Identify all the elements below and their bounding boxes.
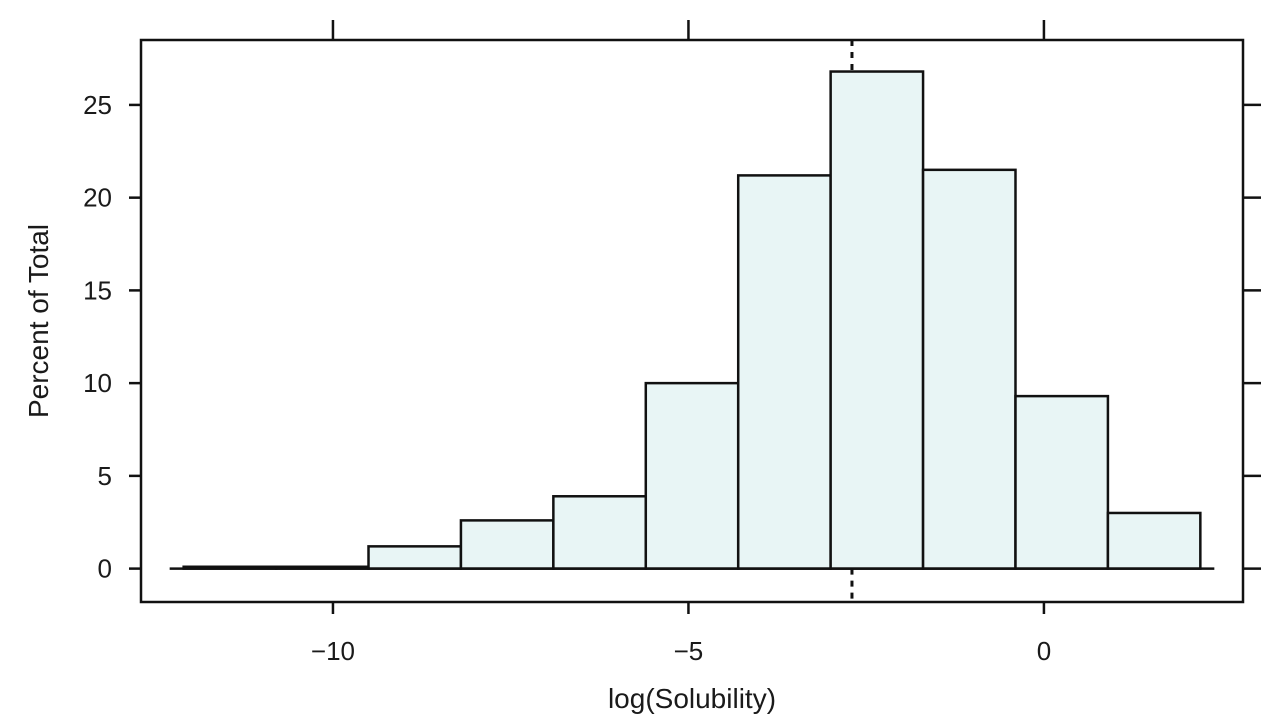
histogram-bar xyxy=(644,381,740,570)
y-tick-label: 0 xyxy=(98,554,112,584)
y-axis-label: Percent of Total xyxy=(23,224,54,418)
histogram-bar xyxy=(921,168,1017,570)
y-tick-label: 5 xyxy=(98,461,112,491)
histogram-bars xyxy=(182,70,1202,570)
y-axis-ticks: 0 5 10 15 20 25 xyxy=(83,90,1261,584)
histogram-bar xyxy=(552,495,648,570)
x-axis-label: log(Solubility) xyxy=(608,683,776,714)
y-tick-label: 10 xyxy=(83,368,112,398)
x-tick-label: 0 xyxy=(1037,636,1051,666)
y-tick-label: 15 xyxy=(83,275,112,305)
histogram-bar xyxy=(459,519,555,570)
plot-frame xyxy=(139,38,1245,604)
histogram-bar xyxy=(736,174,832,570)
x-tick-label: −10 xyxy=(311,636,355,666)
x-axis-ticks: −10 −5 0 xyxy=(311,20,1051,666)
y-tick-label: 25 xyxy=(83,90,112,120)
histogram-bar xyxy=(1014,394,1110,570)
histogram-bar xyxy=(367,545,463,570)
x-tick-label: −5 xyxy=(674,636,704,666)
y-tick-label: 20 xyxy=(83,183,112,213)
histogram-bar xyxy=(1106,511,1202,570)
histogram-bar xyxy=(829,70,925,570)
